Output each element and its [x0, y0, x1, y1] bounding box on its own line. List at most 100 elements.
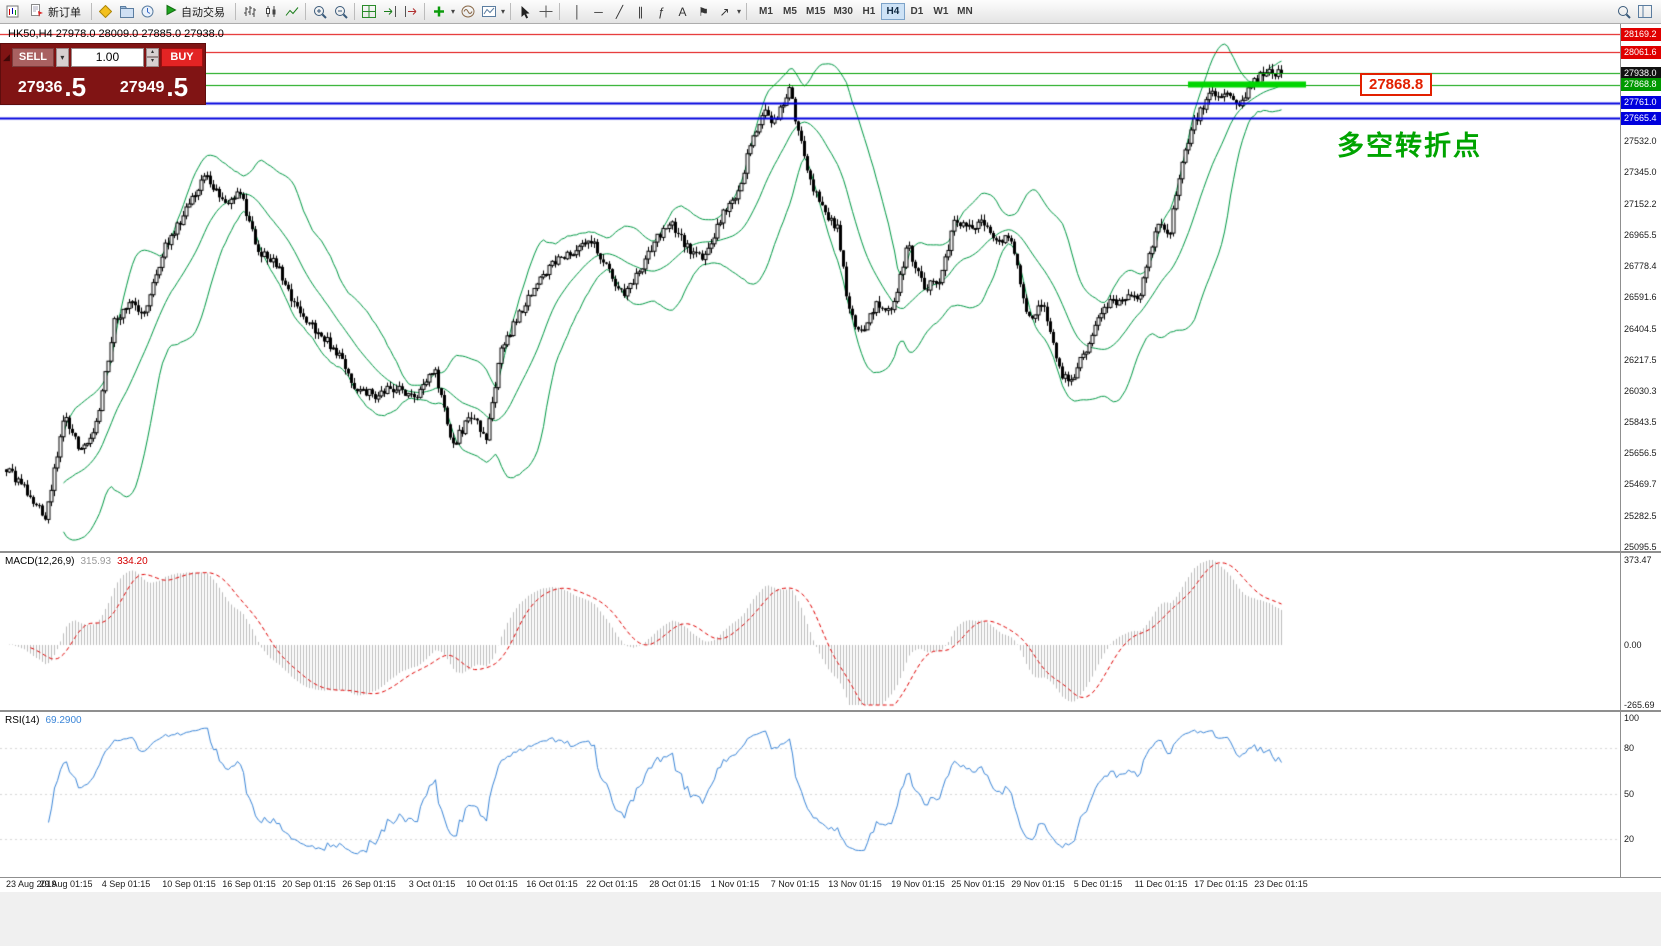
search-icon[interactable]: [1613, 2, 1634, 22]
timeframe-button-w1[interactable]: W1: [933, 6, 949, 17]
auto-scroll-icon[interactable]: [379, 2, 400, 22]
price-badge: 27868.8: [1621, 78, 1661, 92]
autotrading-label: 自动交易: [181, 6, 225, 19]
macd-axis-label: -265.69: [1624, 700, 1655, 711]
chart-shift-icon[interactable]: [400, 2, 421, 22]
tile-windows-icon[interactable]: [358, 2, 379, 22]
panel-divider-macd[interactable]: [0, 551, 1661, 553]
vertical-line-icon[interactable]: │: [573, 4, 582, 19]
rsi-value: 69.2900: [45, 715, 82, 726]
workspace-icon[interactable]: [1634, 2, 1655, 22]
time-axis-label: 13 Nov 01:15: [828, 879, 882, 889]
toolbar-separator: [354, 3, 355, 20]
timeframe-button-m5[interactable]: M5: [783, 6, 797, 17]
rsi-name: RSI(14): [5, 715, 40, 726]
time-axis-separator: [0, 877, 1661, 878]
toolbar-separator: [305, 3, 306, 20]
timeframe-button-h1[interactable]: H1: [862, 6, 876, 17]
quotes-icon[interactable]: [95, 2, 116, 22]
time-axis-label: 17 Dec 01:15: [1194, 879, 1248, 889]
time-axis-label: 23 Dec 01:15: [1254, 879, 1308, 889]
macd-value-main: 315.93: [80, 556, 112, 567]
trendline-icon[interactable]: ╱: [615, 4, 624, 19]
panel-divider-rsi[interactable]: [0, 710, 1661, 712]
volume-dropdown-icon[interactable]: ▾: [55, 47, 69, 67]
candlestick-chart-icon[interactable]: [260, 2, 281, 22]
time-axis-label: 29 Aug 01:15: [39, 879, 93, 889]
trade-panel-quotes: 27936 .5 27949 .5: [1, 68, 205, 102]
sell-price: 27936: [17, 79, 63, 96]
zoom-out-icon[interactable]: [330, 2, 351, 22]
one-click-trading-panel: ◢ SELL ▾ ▴▾ BUY 27936 .5 27949 .5: [1, 44, 205, 104]
text-label-icon[interactable]: ⚑: [698, 4, 709, 19]
chart-window-icon: [2, 2, 23, 22]
volume-up-icon[interactable]: ▴: [146, 47, 159, 57]
toolbar-separator: [746, 3, 747, 20]
cursor-icon[interactable]: [514, 2, 535, 22]
timeframe-button-m30[interactable]: M30: [833, 6, 853, 17]
timeframe-button-m1[interactable]: M1: [759, 6, 773, 17]
volume-down-icon[interactable]: ▾: [146, 57, 159, 67]
price-badge: 27761.0: [1621, 96, 1661, 109]
new-order-button[interactable]: 新订单: [23, 2, 88, 22]
buy-price-pips: .5: [166, 71, 189, 102]
price-badge: 27665.4: [1621, 111, 1661, 125]
data-window-icon[interactable]: [137, 2, 158, 22]
annotation-text[interactable]: 多空转折点: [1337, 131, 1482, 161]
toolbar-separator: [424, 3, 425, 20]
price-axis-label: 27532.0: [1624, 135, 1657, 146]
arrows-icon[interactable]: ↗: [719, 4, 730, 19]
macd-axis-label: 373.47: [1624, 555, 1652, 565]
cycles-icon[interactable]: [457, 2, 478, 22]
buy-price: 27949: [119, 79, 165, 96]
timeframe-button-d1[interactable]: D1: [910, 6, 924, 17]
macd-canvas[interactable]: [0, 553, 1620, 710]
templates-dropdown-icon[interactable]: ▾: [500, 7, 505, 16]
toolbar-separator: [91, 3, 92, 20]
panel-collapse-icon[interactable]: ◢: [3, 51, 10, 62]
crosshair-icon[interactable]: [535, 2, 556, 22]
volume-input[interactable]: [70, 47, 144, 67]
new-order-label: 新订单: [48, 6, 81, 19]
timeframe-button-mn[interactable]: MN: [957, 6, 973, 17]
sell-quote[interactable]: 27936 .5: [1, 68, 103, 102]
new-order-icon: [30, 3, 44, 20]
time-axis-label: 25 Nov 01:15: [951, 879, 1005, 889]
toolbar-separator: [559, 3, 560, 20]
toolbar-separator: [510, 3, 511, 20]
time-axis-label: 7 Nov 01:15: [770, 879, 820, 889]
price-axis-label: 25656.5: [1624, 448, 1657, 459]
price-axis-label: 25095.5: [1624, 541, 1657, 552]
rsi-canvas[interactable]: [0, 712, 1620, 877]
arrows-dropdown-icon[interactable]: ▾: [736, 7, 741, 16]
macd-indicator-label: MACD(12,26,9) 315.93 334.20: [5, 556, 148, 567]
main-chart-canvas[interactable]: [0, 24, 1620, 551]
buy-button[interactable]: BUY: [161, 47, 203, 67]
indicators-dropdown-icon[interactable]: ▾: [450, 7, 455, 16]
autotrading-icon: [165, 4, 177, 19]
time-axis-label: 11 Dec 01:15: [1134, 879, 1188, 889]
equidistant-channel-icon[interactable]: ∥: [637, 4, 644, 19]
sell-button[interactable]: SELL: [11, 47, 54, 67]
line-chart-icon[interactable]: [281, 2, 302, 22]
templates-icon[interactable]: [478, 2, 499, 22]
zoom-in-icon[interactable]: [309, 2, 330, 22]
buy-quote[interactable]: 27949 .5: [103, 68, 205, 102]
timeframe-button-m15[interactable]: M15: [806, 6, 826, 17]
indicators-icon[interactable]: [428, 2, 449, 22]
volume-spinner: ▴ ▾: [146, 47, 159, 67]
price-axis-label: 27152.2: [1624, 198, 1657, 209]
main-toolbar: 新订单 自动交易 ▾ ▾ │ ─ ╱ ∥ ƒ A ⚑ ↗ ▾ M1 M5 M15 M: [0, 0, 1661, 24]
autotrading-button[interactable]: 自动交易: [158, 2, 232, 22]
profiles-icon[interactable]: [116, 2, 137, 22]
price-axis-label: 26591.6: [1624, 292, 1657, 303]
timeframe-group: M1 M5 M15 M30 H1 H4 D1 W1 MN: [754, 3, 977, 20]
price-axis-label: 27345.0: [1624, 166, 1657, 177]
text-icon[interactable]: A: [678, 4, 687, 19]
price-tag[interactable]: 27868.8: [1360, 73, 1433, 96]
timeframe-button-h4[interactable]: H4: [880, 3, 905, 20]
horizontal-line-icon[interactable]: ─: [594, 4, 603, 19]
bar-chart-icon[interactable]: [239, 2, 260, 22]
toolbar-separator: [235, 3, 236, 20]
fibonacci-retracement-icon[interactable]: ƒ: [658, 4, 665, 19]
